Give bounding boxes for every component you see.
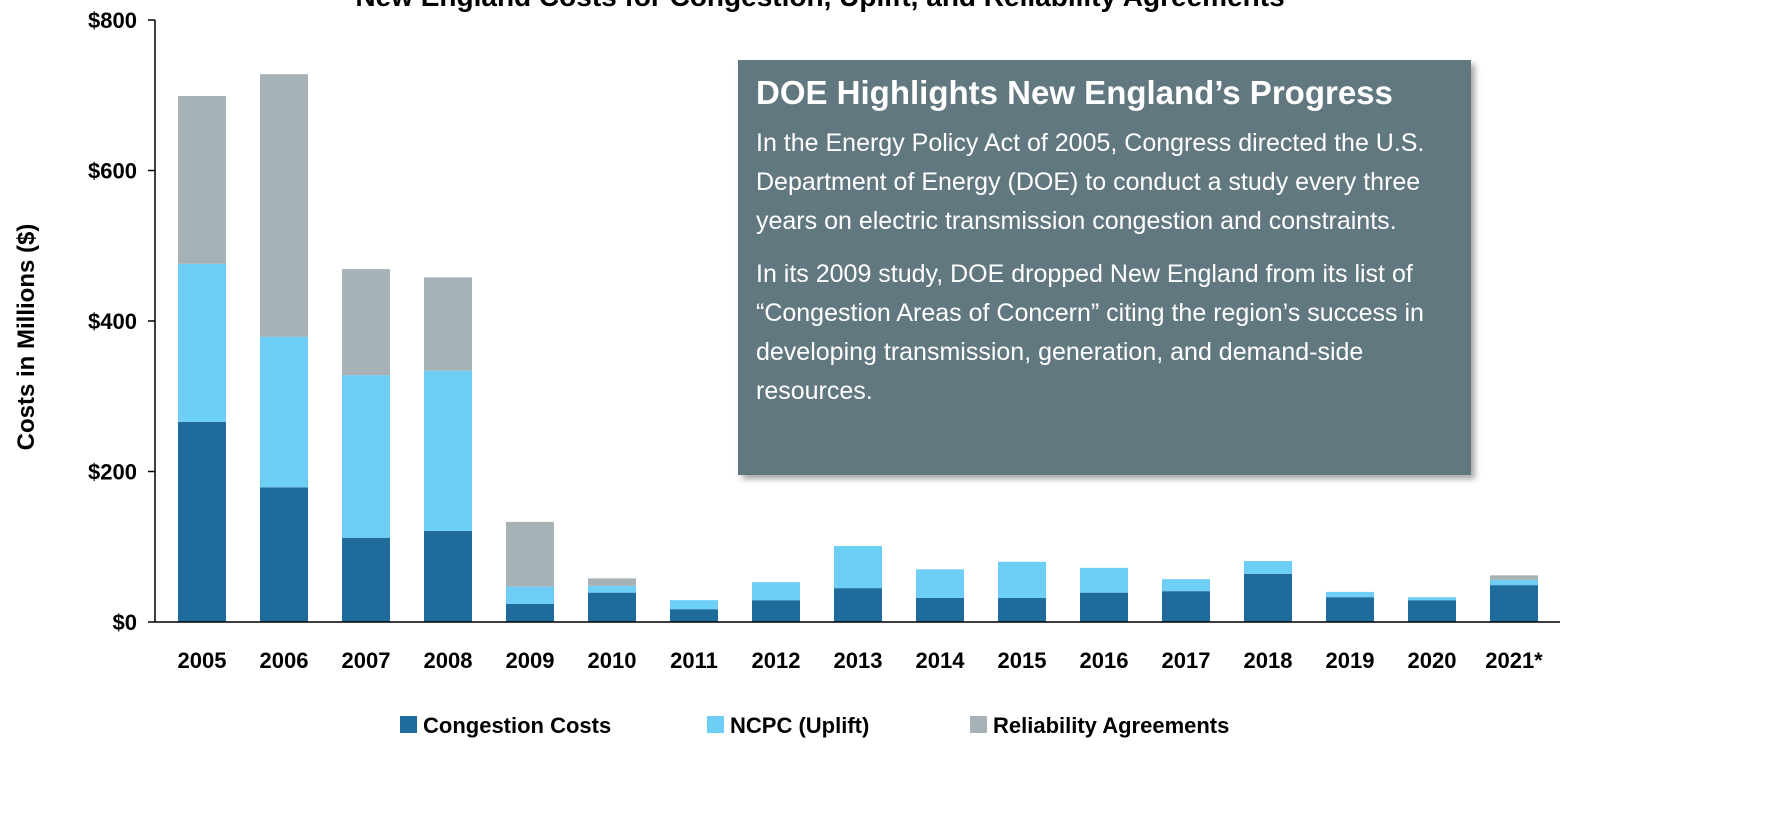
legend-label: Congestion Costs: [423, 713, 611, 738]
bar-segment: [342, 269, 390, 376]
bar-segment: [916, 597, 964, 622]
bar-segment: [506, 521, 554, 587]
bar-segment: [424, 530, 472, 622]
bar-segment: [506, 603, 554, 622]
bar-segment: [1080, 567, 1128, 593]
bar-segment: [752, 600, 800, 622]
bar-segment: [1490, 579, 1538, 586]
legend-swatch: [970, 716, 987, 733]
x-tick-label: 2008: [424, 648, 473, 673]
y-tick-label: $800: [88, 8, 137, 33]
bar-segment: [1244, 561, 1292, 574]
annotation-box: DOE Highlights New England’s Progress In…: [738, 60, 1471, 475]
y-tick-label: $0: [113, 610, 137, 635]
bar-segment: [178, 96, 226, 264]
y-tick-label: $200: [88, 460, 137, 485]
bar-segment: [1490, 585, 1538, 622]
x-tick-label: 2017: [1162, 648, 1211, 673]
bar-segment: [424, 277, 472, 371]
bar-segment: [260, 487, 308, 622]
bar-segment: [506, 586, 554, 604]
x-tick-label: 2016: [1080, 648, 1129, 673]
legend-label: NCPC (Uplift): [730, 713, 869, 738]
chart-title: New England Costs for Congestion, Uplift…: [355, 0, 1284, 12]
bar-segment: [1326, 591, 1374, 598]
bar-segment: [178, 263, 226, 422]
x-tick-label: 2012: [752, 648, 801, 673]
y-tick-label: $600: [88, 159, 137, 184]
bar-segment: [588, 592, 636, 622]
bar-segment: [424, 370, 472, 531]
bar-segment: [260, 336, 308, 488]
bar-segment: [916, 569, 964, 598]
bar-segment: [834, 545, 882, 589]
bar-segment: [588, 585, 636, 593]
bar-segment: [342, 375, 390, 538]
legend-swatch: [707, 716, 724, 733]
bar-segment: [998, 561, 1046, 598]
bar-segment: [178, 421, 226, 622]
y-tick-label: $400: [88, 309, 137, 334]
x-tick-label: 2006: [260, 648, 309, 673]
bar-segment: [834, 588, 882, 622]
annotation-title: DOE Highlights New England’s Progress: [756, 74, 1393, 111]
x-tick-label: 2010: [588, 648, 637, 673]
legend-label: Reliability Agreements: [993, 713, 1229, 738]
bar-segment: [670, 609, 718, 622]
bar-segment: [998, 597, 1046, 622]
bar-segment: [1408, 600, 1456, 622]
bar-segment: [1162, 579, 1210, 592]
x-tick-label: 2005: [178, 648, 227, 673]
bar-segment: [1408, 597, 1456, 601]
x-tick-label: 2015: [998, 648, 1047, 673]
x-tick-label: 2011: [670, 648, 718, 673]
x-tick-label: 2007: [342, 648, 391, 673]
bar-segment: [1490, 575, 1538, 580]
bar-segment: [1326, 597, 1374, 622]
bar-segment: [752, 582, 800, 601]
bar-segment: [342, 537, 390, 622]
bar-segment: [1162, 591, 1210, 622]
annotation-text: In its 2009 study, DOE dropped New Engla…: [756, 260, 1424, 405]
bar-segment: [588, 578, 636, 586]
bar-segment: [1244, 573, 1292, 622]
x-tick-label: 2021*: [1485, 648, 1543, 673]
bar-segment: [1080, 592, 1128, 622]
y-axis-label: Costs in Millions ($): [13, 224, 40, 451]
x-tick-label: 2019: [1326, 648, 1375, 673]
annotation-text: In the Energy Policy Act of 2005, Congre…: [756, 129, 1425, 235]
legend-swatch: [400, 716, 417, 733]
x-tick-label: 2018: [1244, 648, 1293, 673]
bar-segment: [670, 600, 718, 610]
x-tick-label: 2013: [834, 648, 883, 673]
bar-segment: [260, 74, 308, 337]
x-tick-label: 2009: [506, 648, 555, 673]
x-tick-label: 2014: [916, 648, 966, 673]
x-tick-label: 2020: [1408, 648, 1457, 673]
